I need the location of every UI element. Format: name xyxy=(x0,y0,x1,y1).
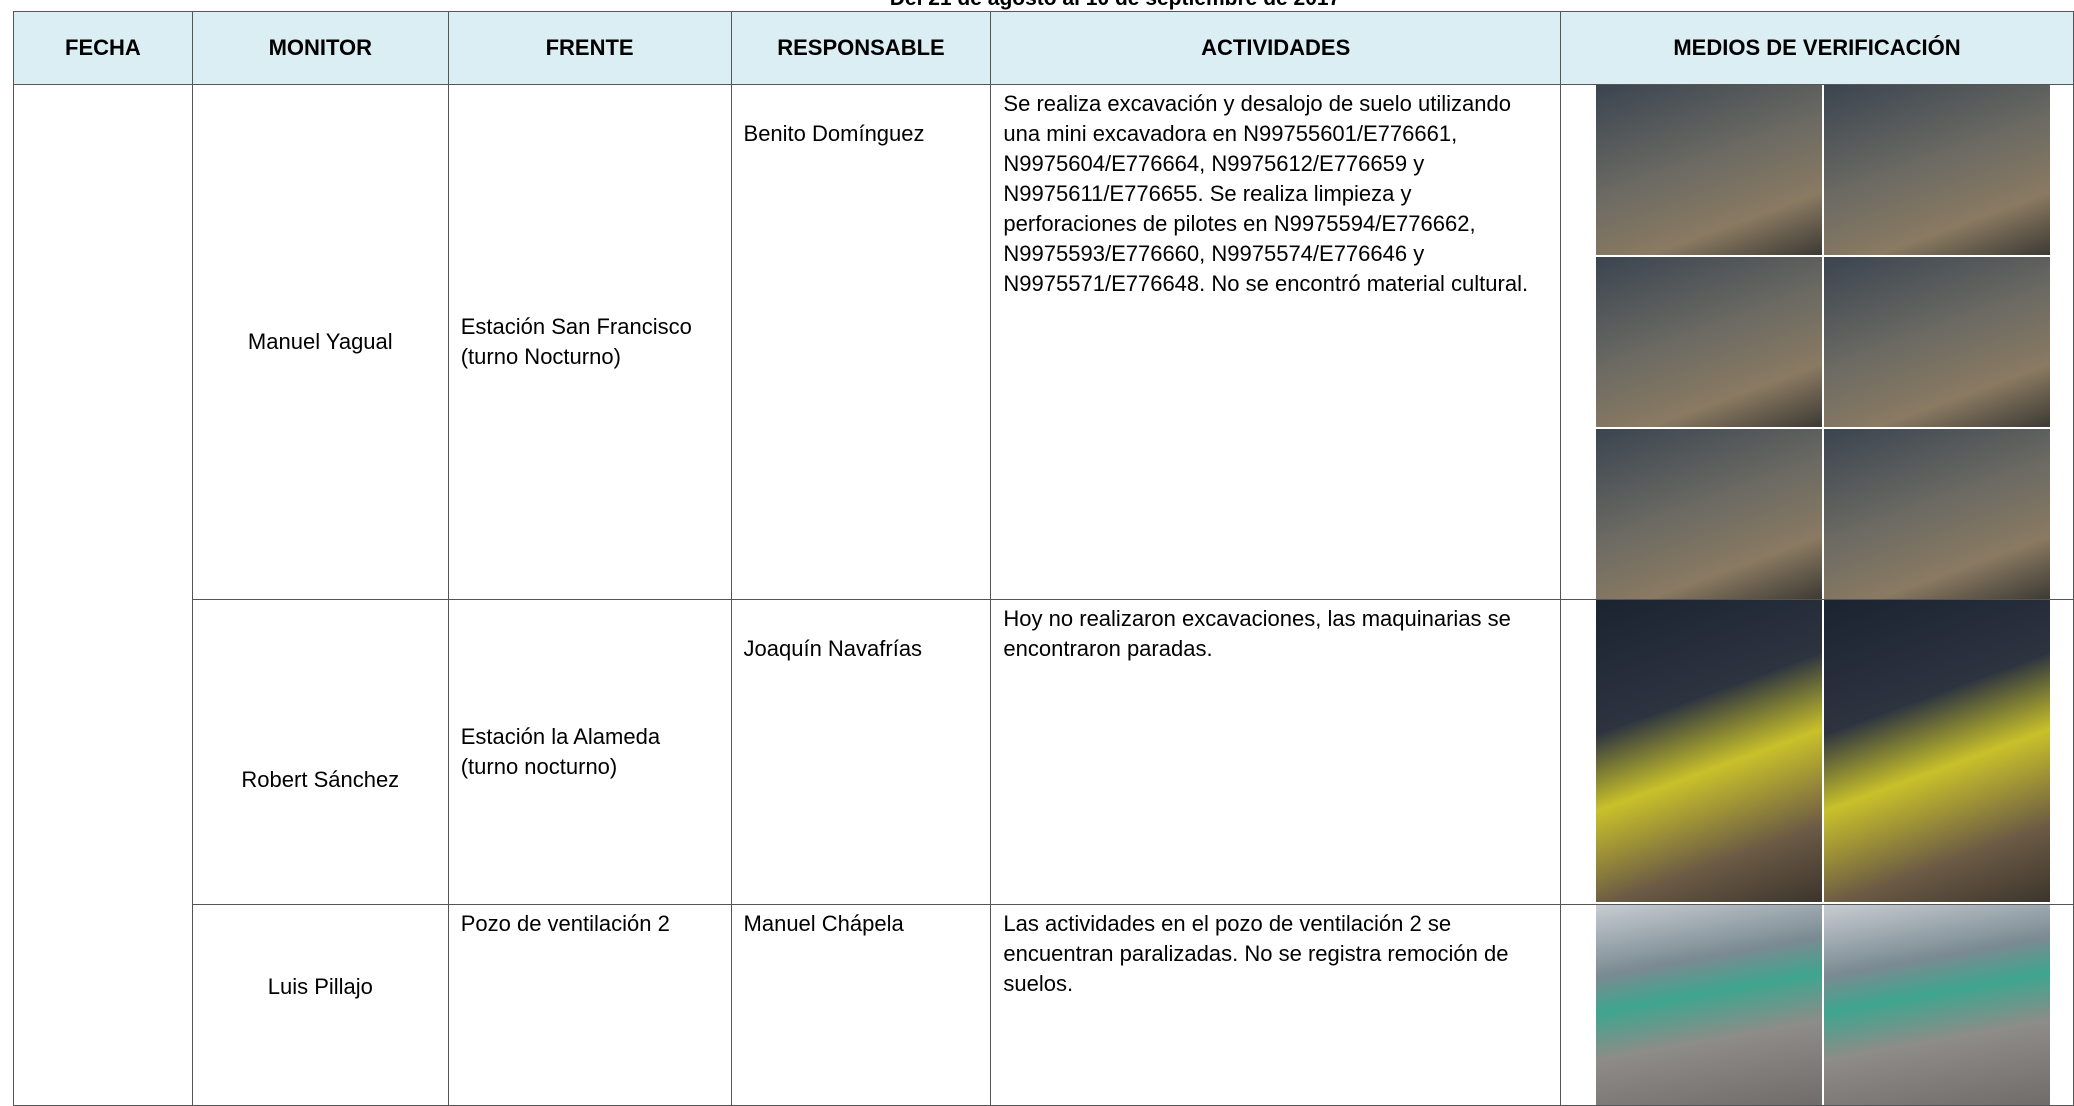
monitor-cell: Robert Sánchez xyxy=(191,599,449,905)
photo xyxy=(1595,905,1822,1105)
column-header: MONITOR xyxy=(191,11,449,85)
photo xyxy=(1823,257,2050,427)
frente-cell: Estación San Francisco (turno Nocturno) xyxy=(447,84,732,600)
photo xyxy=(1823,429,2050,599)
photo-grid xyxy=(1595,905,2073,1105)
responsable-cell: Joaquín Navafrías xyxy=(730,599,992,905)
photo-grid xyxy=(1595,85,2073,599)
fecha-cell xyxy=(13,84,193,1106)
responsable-cell: Manuel Chápela xyxy=(730,904,992,1106)
column-header: ACTIVIDADES xyxy=(990,11,1561,85)
photo xyxy=(1595,600,1822,902)
document-title: Del 21 de agosto al 10 de septiembre de … xyxy=(0,0,2074,11)
table-row: Manuel Yagual Estación San Francisco (tu… xyxy=(13,84,2074,1106)
photo xyxy=(1823,85,2050,255)
monitor-cell: Manuel Yagual xyxy=(191,84,449,600)
photo xyxy=(1595,85,1822,255)
activity-table: FECHA MONITOR FRENTE RESPONSABLE ACTIVID… xyxy=(13,11,2074,1106)
photos-cell xyxy=(1559,599,2074,905)
column-header: MEDIOS DE VERIFICACIÓN xyxy=(1559,11,2074,85)
actividades-cell: Las actividades en el pozo de ventilació… xyxy=(990,904,1561,1106)
responsable-cell: Benito Domínguez xyxy=(730,84,992,600)
column-header: FECHA xyxy=(13,11,193,85)
photos-cell xyxy=(1559,904,2074,1106)
table-row: Robert Sánchez Estación la Alameda (turn… xyxy=(14,599,2074,905)
header-row: FECHA MONITOR FRENTE RESPONSABLE ACTIVID… xyxy=(13,11,2074,85)
monitor-cell: Luis Pillajo xyxy=(191,904,449,1106)
photo xyxy=(1595,429,1822,599)
column-header: FRENTE xyxy=(447,11,732,85)
photo-grid xyxy=(1595,600,2073,902)
table-row: Luis Pillajo Pozo de ventilación 2 Manue… xyxy=(14,904,2074,1106)
column-header: RESPONSABLE xyxy=(730,11,992,85)
actividades-cell: Se realiza excavación y desalojo de suel… xyxy=(990,84,1561,600)
frente-cell: Estación la Alameda (turno nocturno) xyxy=(447,599,732,905)
photo xyxy=(1823,905,2050,1105)
actividades-cell: Hoy no realizaron excavaciones, las maqu… xyxy=(990,599,1561,905)
frente-cell: Pozo de ventilación 2 xyxy=(447,904,732,1106)
photo xyxy=(1595,257,1822,427)
photo xyxy=(1823,600,2050,902)
photos-cell xyxy=(1559,84,2074,600)
